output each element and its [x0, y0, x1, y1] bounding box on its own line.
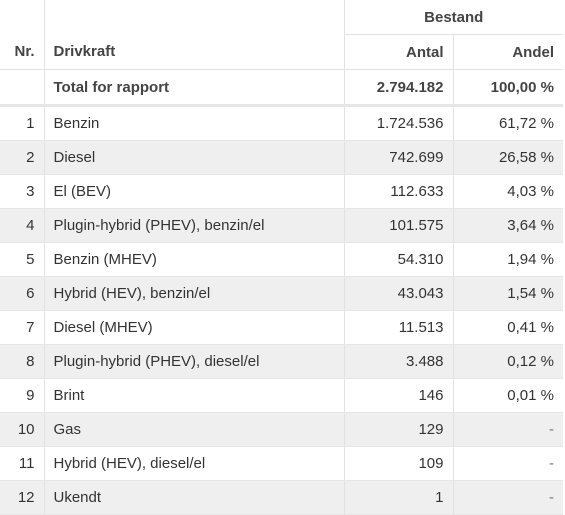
row-antal: 11.513 — [343, 310, 453, 345]
row-andel: 4,03 % — [452, 174, 563, 209]
row-antal: 112.633 — [343, 174, 453, 209]
row-andel: 3,64 % — [452, 208, 563, 243]
row-antal: 742.699 — [343, 140, 453, 175]
row-drivkraft: Ukendt — [43, 480, 344, 515]
table-row: 3 El (BEV) 112.633 4,03 % — [0, 174, 563, 209]
row-nr: 5 — [0, 242, 44, 277]
row-nr: 6 — [0, 276, 44, 311]
table-row: 2 Diesel 742.699 26,58 % — [0, 140, 563, 175]
row-antal: 146 — [343, 378, 453, 413]
table-row: 10 Gas 129- — [0, 412, 563, 447]
row-antal: 43.043 — [343, 276, 453, 311]
header-antal: Antal — [343, 34, 453, 70]
row-drivkraft: Hybrid (HEV), diesel/el — [43, 446, 344, 481]
header-group-bestand: Bestand — [343, 0, 563, 35]
table-row: 1 Benzin 1.724.536 61,72 % — [0, 105, 563, 141]
row-nr: 10 — [0, 412, 44, 447]
row-drivkraft: Gas — [43, 412, 344, 447]
table-row: 5 Benzin (MHEV) 54.310 1,94 % — [0, 242, 563, 277]
header-andel: Andel — [452, 34, 563, 70]
row-nr: 1 — [0, 105, 44, 141]
header-blank-drivkraft — [43, 0, 344, 35]
row-nr: 2 — [0, 140, 44, 175]
row-antal: 54.310 — [343, 242, 453, 277]
total-label: Total for rapport — [43, 69, 344, 107]
row-drivkraft: Benzin — [43, 105, 344, 141]
table-row: 11 Hybrid (HEV), diesel/el 109- — [0, 446, 563, 481]
row-nr: 7 — [0, 310, 44, 345]
row-andel: 26,58 % — [452, 140, 563, 175]
row-andel: 0,41 % — [452, 310, 563, 345]
row-andel: - — [452, 480, 563, 515]
row-drivkraft: Diesel (MHEV) — [43, 310, 344, 345]
row-drivkraft: Brint — [43, 378, 344, 413]
header-blank-nr — [0, 0, 44, 35]
row-andel: 1,54 % — [452, 276, 563, 311]
row-drivkraft: Benzin (MHEV) — [43, 242, 344, 277]
row-antal: 101.575 — [343, 208, 453, 243]
row-nr: 4 — [0, 208, 44, 243]
row-nr: 9 — [0, 378, 44, 413]
header-nr: Nr. — [0, 34, 44, 70]
header-group-row: Bestand — [0, 0, 563, 35]
row-antal: 1.724.536 — [343, 105, 453, 141]
table-row: 4 Plugin-hybrid (PHEV), benzin/el 101.575 3… — [0, 208, 563, 243]
row-nr: 3 — [0, 174, 44, 209]
table-body: 1 Benzin 1.724.536 61,72 % 2 Diesel 742.699 26,… — [0, 105, 563, 515]
total-antal: 2.794.182 — [343, 69, 453, 107]
row-andel: - — [452, 412, 563, 447]
row-antal: 1 — [343, 480, 453, 515]
row-drivkraft: Diesel — [43, 140, 344, 175]
row-drivkraft: Plugin-hybrid (PHEV), benzin/el — [43, 208, 344, 243]
row-drivkraft: Plugin-hybrid (PHEV), diesel/el — [43, 344, 344, 379]
table-row: 8 Plugin-hybrid (PHEV), diesel/el 3.488 0,1… — [0, 344, 563, 379]
total-nr — [0, 69, 44, 107]
header-drivkraft: Drivkraft — [43, 34, 344, 70]
row-nr: 12 — [0, 480, 44, 515]
row-andel: 0,01 % — [452, 378, 563, 413]
total-row: Total for rapport 2.794.182 100,00 % — [0, 69, 563, 107]
row-andel: 0,12 % — [452, 344, 563, 379]
table-row: 7 Diesel (MHEV) 11.513 0,41 % — [0, 310, 563, 345]
row-andel: 1,94 % — [452, 242, 563, 277]
row-andel: 61,72 % — [452, 105, 563, 141]
row-nr: 11 — [0, 446, 44, 481]
row-drivkraft: Hybrid (HEV), benzin/el — [43, 276, 344, 311]
row-andel: - — [452, 446, 563, 481]
table-header: Bestand Nr. Drivkraft Antal Andel Total … — [0, 0, 563, 107]
header-columns-row: Nr. Drivkraft Antal Andel — [0, 34, 563, 70]
row-nr: 8 — [0, 344, 44, 379]
row-antal: 3.488 — [343, 344, 453, 379]
row-antal: 109 — [343, 446, 453, 481]
table-row: 12 Ukendt 1- — [0, 480, 563, 515]
total-andel: 100,00 % — [452, 69, 563, 107]
table-row: 9 Brint 146 0,01 % — [0, 378, 563, 413]
row-drivkraft: El (BEV) — [43, 174, 344, 209]
row-antal: 129 — [343, 412, 453, 447]
table-row: 6 Hybrid (HEV), benzin/el 43.043 1,54 % — [0, 276, 563, 311]
